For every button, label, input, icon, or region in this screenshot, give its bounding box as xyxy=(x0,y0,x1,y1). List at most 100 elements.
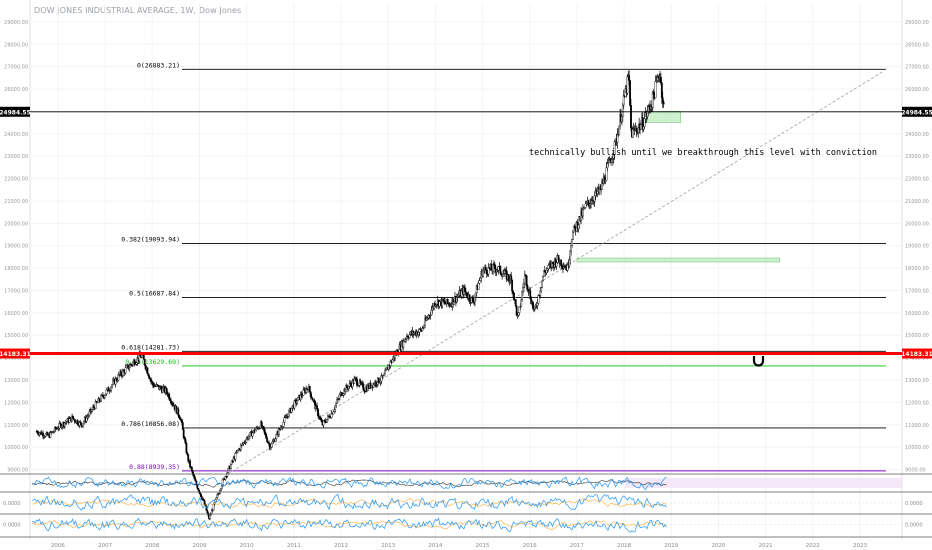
candle-body xyxy=(468,294,471,301)
candle-body xyxy=(274,438,277,443)
candle-body xyxy=(110,386,113,391)
candle-body xyxy=(618,125,621,136)
candle-body xyxy=(630,105,632,129)
y-tick-label-left: 12000.00 xyxy=(4,400,28,406)
candle-body xyxy=(190,467,193,471)
candle-body xyxy=(198,489,201,493)
candle-body xyxy=(282,421,285,427)
candle-body xyxy=(183,437,186,440)
candle-body xyxy=(234,452,237,460)
candle-body xyxy=(229,464,232,469)
candle-body xyxy=(151,382,154,386)
support-price-tag-bg xyxy=(0,348,30,359)
candle-body xyxy=(156,384,159,386)
candle-body xyxy=(523,274,526,284)
candle-body xyxy=(601,181,603,190)
candle-body xyxy=(621,104,624,117)
candle-body xyxy=(652,91,655,96)
candle-body xyxy=(532,302,534,309)
candle-body xyxy=(269,447,272,450)
candle-body xyxy=(533,306,536,310)
y-tick-label-right: 28000.00 xyxy=(905,42,929,48)
candle-body xyxy=(487,267,490,275)
candle-body xyxy=(621,116,623,123)
candle-body xyxy=(200,496,203,500)
candle-body xyxy=(424,318,426,326)
candle-body xyxy=(94,401,97,409)
candle-body xyxy=(529,290,532,299)
candle-body xyxy=(120,371,122,376)
candle-body xyxy=(353,378,356,384)
candle-body xyxy=(377,377,380,383)
candle-body xyxy=(239,445,242,450)
y-tick-label-left: 20000.00 xyxy=(4,221,28,227)
candle-body xyxy=(375,381,377,386)
candle-body xyxy=(517,312,520,316)
candle-body xyxy=(172,404,175,406)
candle-body xyxy=(555,262,558,267)
candle-body xyxy=(193,475,196,480)
x-tick-label: 2007 xyxy=(98,543,112,549)
candle-body xyxy=(641,117,644,130)
x-tick-label: 2018 xyxy=(617,543,631,549)
candle-body xyxy=(474,292,477,298)
fib-label: 0.88(8939.35) xyxy=(129,463,180,471)
candle-body xyxy=(170,400,172,404)
y-tick-label-right: 26000.00 xyxy=(905,87,929,93)
y-tick-label-right: 13000.00 xyxy=(905,378,929,384)
x-axis: 2006 2007 2008 2009 2010 2011 2012 2013 2014 2015… xyxy=(51,543,868,549)
candle-body xyxy=(520,299,523,307)
candle-body xyxy=(319,417,322,421)
candle-body xyxy=(511,279,514,292)
candle-body xyxy=(335,403,338,406)
candle-body xyxy=(635,128,638,132)
candle-body xyxy=(542,276,544,281)
candle-body xyxy=(200,493,202,497)
candle-body xyxy=(327,415,329,420)
y-axis: 29000.00 29000.00 28000.00 28000.00 27000.00… xyxy=(4,20,929,474)
candle-body xyxy=(85,417,88,422)
y-tick-label-right: 16000.00 xyxy=(905,311,929,317)
candle-body xyxy=(545,269,548,274)
candle-body xyxy=(278,428,280,435)
candle-body xyxy=(111,384,113,388)
candle-body xyxy=(577,224,580,230)
candle-body xyxy=(128,366,131,369)
magnet-icon[interactable] xyxy=(752,356,765,367)
candle-body xyxy=(338,394,341,399)
y-tick-label-left: 17000.00 xyxy=(4,288,28,294)
candle-body xyxy=(96,402,99,404)
grid xyxy=(29,0,903,540)
candle-body xyxy=(542,270,545,277)
y-tick-label-left: 15000.00 xyxy=(4,333,28,339)
candle-body xyxy=(541,280,543,288)
x-tick-label: 2011 xyxy=(287,543,301,549)
candle-body xyxy=(317,408,319,416)
candle-body xyxy=(384,370,387,375)
candle-body xyxy=(248,435,250,439)
y-tick-label-right: 29000.00 xyxy=(905,20,929,26)
annotation-text: technically bullish until we breakthroug… xyxy=(529,148,877,158)
x-tick-label: 2016 xyxy=(523,543,537,549)
x-tick-label: 2021 xyxy=(759,543,773,549)
x-tick-label: 2008 xyxy=(145,543,159,549)
candle-body xyxy=(631,128,634,138)
candle-body xyxy=(184,439,187,444)
candle-body xyxy=(455,296,458,303)
candle-body xyxy=(515,305,518,316)
candle-body xyxy=(178,415,181,418)
x-tick-label: 2010 xyxy=(240,543,254,549)
candle-body xyxy=(356,378,358,386)
fib-label: 0.65(13629.69) xyxy=(125,358,180,366)
candle-body xyxy=(91,409,93,412)
candle-body xyxy=(557,255,560,261)
candle-body xyxy=(301,394,304,397)
candle-body xyxy=(402,340,405,348)
candle-body xyxy=(383,373,386,376)
indicator-value-left: 0.0000 xyxy=(3,523,21,529)
x-tick-label: 2013 xyxy=(381,543,395,549)
candle-body xyxy=(622,95,625,106)
candle-body xyxy=(346,385,348,389)
candle-body xyxy=(310,396,313,399)
